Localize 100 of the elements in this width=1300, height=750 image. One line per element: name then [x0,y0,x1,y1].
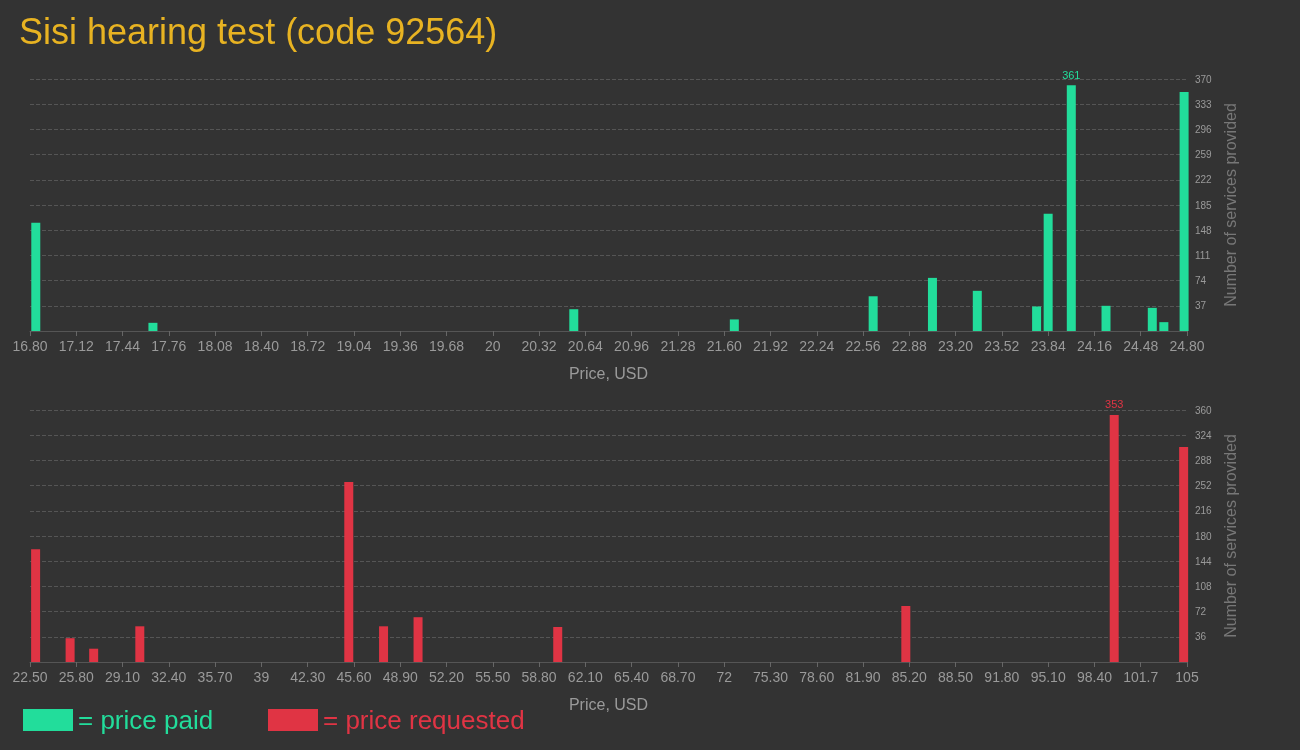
x-tick-label: 25.80 [58,669,94,685]
x-tick-label: 105 [1175,669,1199,685]
y-tick-label: 148 [1195,224,1213,236]
y-axis-title: Number of services provided [1222,103,1240,307]
x-tick-label: 72 [716,669,733,685]
x-tick-label: 21.92 [752,338,789,354]
x-tick-label: 85.20 [891,669,928,685]
y-tick-label: 360 [1195,404,1213,416]
y-tick-label: 74 [1195,275,1207,287]
y-tick-label: 111 [1195,249,1211,261]
bar [1147,307,1157,331]
bar [729,319,739,331]
x-tick-label: 20.32 [521,338,557,354]
x-tick-label: 22.88 [891,338,928,354]
x-tick-label: 17.44 [105,338,141,354]
x-tick-label: 24.80 [1169,338,1205,354]
bar [379,626,389,662]
x-tick-label: 98.40 [1076,669,1113,685]
x-tick-label: 17.76 [151,338,187,354]
bar [1109,414,1119,662]
y-tick-label: 180 [1195,530,1213,542]
x-tick-label: 20.96 [614,338,650,354]
x-tick-label: 22.50 [12,669,48,685]
x-tick-label: 55.50 [475,669,511,685]
x-tick-label: 17.12 [58,338,94,354]
data-label: 361 [1062,68,1081,81]
x-axis-title: Price, USD [568,695,649,713]
y-tick-label: 259 [1195,149,1213,161]
bar [148,322,158,331]
bar [31,222,41,331]
x-tick-label: 18.08 [197,338,233,354]
x-tick-label: 32.40 [151,669,187,685]
x-tick-label: 20.64 [567,338,604,354]
y-tick-label: 36 [1195,631,1207,643]
bar [1066,85,1076,331]
bar [89,648,99,662]
bar [1179,91,1189,331]
x-tick-label: 81.90 [845,669,881,685]
bar [927,277,937,331]
y-tick-label: 370 [1195,73,1213,85]
x-tick-label: 88.50 [938,669,974,685]
x-tick-label: 101.7 [1123,669,1159,685]
bar [413,617,423,662]
x-tick-label: 18.72 [290,338,326,354]
x-tick-label: 21.28 [660,338,696,354]
data-label: 353 [1105,398,1124,411]
y-tick-label: 288 [1195,454,1213,466]
bar [135,626,145,662]
x-tick-label: 45.60 [336,669,372,685]
y-tick-label: 296 [1195,123,1213,135]
y-tick-label: 252 [1195,480,1213,492]
x-tick-label: 75.30 [752,669,789,685]
x-tick-label: 21.60 [706,338,742,354]
bar [868,296,878,331]
x-tick-label: 20 [485,338,501,354]
x-tick-label: 39 [253,669,270,685]
bar [1043,213,1053,331]
bar [344,482,354,662]
x-tick-label: 95.10 [1030,669,1066,685]
y-tick-label: 324 [1195,429,1213,441]
x-tick-label: 48.90 [382,669,418,685]
bar [1101,305,1111,331]
x-axis-title: Price, USD [568,364,649,382]
x-tick-label: 16.80 [12,338,48,354]
x-tick-label: 91.80 [984,669,1020,685]
x-tick-label: 58.80 [521,669,557,685]
y-tick-label: 144 [1195,555,1213,567]
bar [569,309,579,331]
bar [972,290,982,331]
y-tick-label: 108 [1195,580,1213,592]
x-tick-label: 23.20 [938,338,974,354]
y-tick-label: 222 [1195,174,1213,186]
x-tick-label: 18.40 [243,338,280,354]
x-tick-label: 52.20 [429,669,465,685]
bar [31,549,41,662]
x-tick-label: 19.68 [429,338,465,354]
x-tick-label: 42.30 [290,669,326,685]
y-tick-label: 216 [1195,505,1213,517]
y-tick-label: 185 [1195,199,1213,211]
x-tick-label: 24.48 [1123,338,1159,354]
x-tick-label: 24.16 [1076,338,1113,354]
bar [553,627,563,662]
bar [1179,447,1189,662]
bar [1032,306,1042,331]
x-tick-label: 19.04 [336,338,372,354]
y-tick-label: 333 [1195,98,1213,110]
legend-label: = price requested [323,705,525,735]
x-tick-label: 78.60 [799,669,835,685]
bar [901,606,911,662]
x-tick-label: 68.70 [660,669,696,685]
x-tick-label: 19.36 [382,338,418,354]
x-tick-label: 22.24 [799,338,835,354]
x-tick-label: 23.52 [984,338,1020,354]
bar [65,638,75,662]
x-tick-label: 35.70 [197,669,233,685]
y-axis-title: Number of services provided [1222,434,1240,638]
legend-label: = price paid [78,705,214,735]
bar [1159,322,1169,331]
y-tick-label: 72 [1195,606,1207,618]
x-tick-label: 22.56 [845,338,881,354]
